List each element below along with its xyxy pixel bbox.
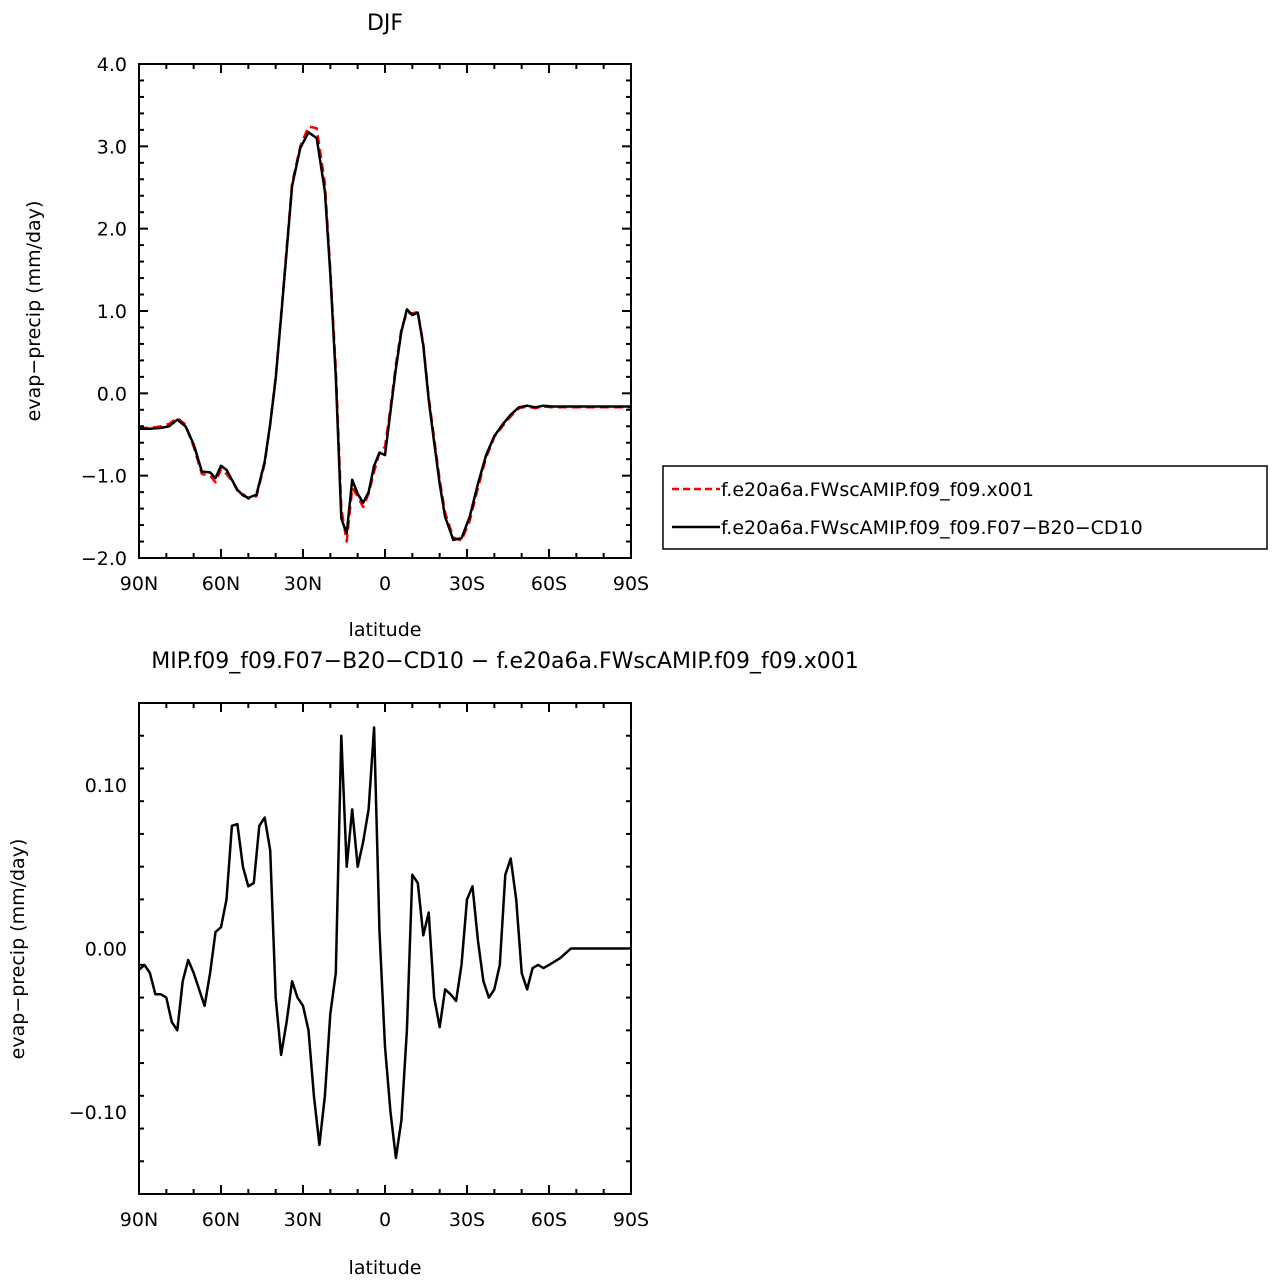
legend: f.e20a6a.FWscAMIP.f09_f09.x001 f.e20a6a.…: [662, 465, 1268, 550]
top-ytick-label: 1.0: [97, 301, 127, 323]
bottom-title: MIP.f09_f09.F07−B20−CD10 − f.e20a6a.FWsc…: [151, 649, 859, 674]
top-xtick-label: 60N: [202, 573, 240, 595]
panel-bottom: MIP.f09_f09.F07−B20−CD10 − f.e20a6a.FWsc…: [7, 649, 859, 1279]
top-series-lines: [139, 125, 631, 543]
top-ytick-label: −2.0: [81, 548, 127, 570]
top-ytick-label: 0.0: [97, 383, 127, 405]
top-series-line-2: [139, 131, 631, 542]
bottom-xtick-label: 60S: [531, 1209, 567, 1231]
legend-label-1: f.e20a6a.FWscAMIP.f09_f09.x001: [721, 479, 1034, 501]
top-xtick-label: 30S: [449, 573, 485, 595]
bottom-ytick-label: 0.00: [85, 939, 127, 961]
bottom-axis-ticks: 90N 60N 30N 0 30S 60S 90S 0.10 0.00 −0.10: [69, 702, 649, 1231]
top-ytick-label: 2.0: [97, 219, 127, 241]
top-axis-ticks: 90N 60N 30N 0 30S 60S 90S 4.0 3.0 2.0 1.0 0.0 −1.0 −2…: [81, 54, 649, 595]
top-xtick-label: 0: [379, 573, 391, 595]
bottom-ylabel: evap−precip (mm/day): [7, 839, 29, 1060]
bottom-ytick-label: −0.10: [69, 1102, 127, 1124]
top-ytick-label: −1.0: [81, 466, 127, 488]
bottom-xlabel: latitude: [349, 1257, 422, 1279]
top-xtick-label: 90S: [613, 573, 649, 595]
top-xtick-label: 30N: [284, 573, 322, 595]
bottom-series-line-1: [138, 726, 631, 1160]
top-series-line-1: [139, 125, 631, 543]
top-xlabel: latitude: [349, 619, 422, 641]
bottom-xtick-label: 90S: [613, 1209, 649, 1231]
top-plot-frame: [138, 63, 632, 559]
bottom-xtick-label: 30N: [284, 1209, 322, 1231]
top-xtick-label: 90N: [120, 573, 158, 595]
bottom-plot-frame: [138, 702, 632, 1195]
bottom-xtick-label: 0: [379, 1209, 391, 1231]
bottom-series-lines: [138, 726, 631, 1160]
top-title: DJF: [367, 11, 403, 36]
panel-top: DJF 90N 60N 30N 0 30S 60S 90S 4.0 3.0 2.0 1.0 0.0 −1…: [23, 11, 649, 641]
legend-box: [662, 465, 1268, 550]
bottom-ytick-label: 0.10: [85, 775, 127, 797]
top-ytick-label: 4.0: [97, 54, 127, 76]
top-ylabel: evap−precip (mm/day): [23, 201, 45, 422]
legend-label-2: f.e20a6a.FWscAMIP.f09_f09.F07−B20−CD10: [721, 517, 1143, 539]
bottom-xtick-label: 90N: [120, 1209, 158, 1231]
bottom-xtick-label: 60N: [202, 1209, 240, 1231]
top-xtick-label: 60S: [531, 573, 567, 595]
top-ytick-label: 3.0: [97, 136, 127, 158]
bottom-xtick-label: 30S: [449, 1209, 485, 1231]
